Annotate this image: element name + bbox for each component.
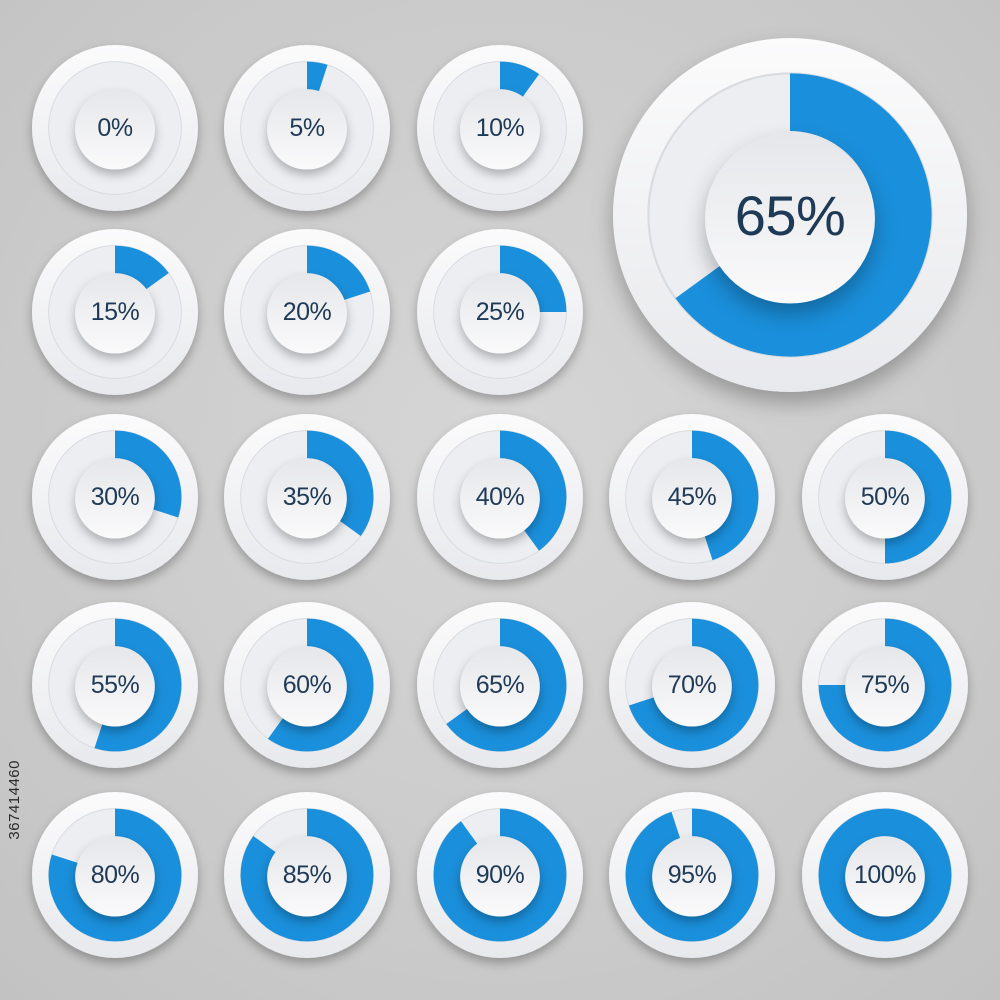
gauge-35-center-hub xyxy=(267,458,347,539)
gauge-80: 80% xyxy=(20,780,210,970)
gauge-60-center-hub xyxy=(267,646,347,727)
gauge-5-progress-arc xyxy=(307,61,328,92)
gauge-10: 10% xyxy=(405,33,595,223)
gauge-15: 15% xyxy=(20,217,210,407)
gauge-95-center-hub xyxy=(652,836,732,917)
gauge-30-center-hub xyxy=(75,458,155,539)
gauge-25-progress-arc xyxy=(500,245,567,312)
gauge-15-graphic xyxy=(32,229,198,395)
gauge-50-progress-arc xyxy=(885,430,952,564)
gauge-20-progress-arc xyxy=(307,245,371,300)
gauge-90-progress-arc xyxy=(433,808,567,942)
gauge-85: 85% xyxy=(212,780,402,970)
gauge-60: 60% xyxy=(212,590,402,780)
gauge-75-graphic xyxy=(802,602,968,768)
gauge-40: 40% xyxy=(405,402,595,592)
gauge-10-center-hub xyxy=(460,89,540,170)
gauge-25: 25% xyxy=(405,217,595,407)
gauge-40-progress-arc xyxy=(500,430,567,551)
gauge-55: 55% xyxy=(20,590,210,780)
gauge-30-graphic xyxy=(32,414,198,580)
gauge-85-progress-arc xyxy=(240,808,374,942)
gauge-20-center-hub xyxy=(267,273,347,354)
gauge-5-graphic xyxy=(224,45,390,211)
gauge-100-graphic xyxy=(802,792,968,958)
gauge-0-graphic xyxy=(32,45,198,211)
gauge-15-center-hub xyxy=(75,273,155,354)
gauge-95-graphic xyxy=(609,792,775,958)
gauge-80-graphic xyxy=(32,792,198,958)
gauge-100-progress-arc xyxy=(818,808,952,942)
gauge-30: 30% xyxy=(20,402,210,592)
gauge-70-graphic xyxy=(609,602,775,768)
gauge-50-graphic xyxy=(802,414,968,580)
gauge-55-center-hub xyxy=(75,646,155,727)
gauge-60-progress-arc xyxy=(267,618,374,752)
gauge-100-center-hub xyxy=(845,836,925,917)
gauge-75-center-hub xyxy=(845,646,925,727)
gauge-70-center-hub xyxy=(652,646,732,727)
gauge-95: 95% xyxy=(597,780,787,970)
gauge-90-graphic xyxy=(417,792,583,958)
gauge-65-graphic xyxy=(417,602,583,768)
gauge-55-graphic xyxy=(32,602,198,768)
gauge-40-graphic xyxy=(417,414,583,580)
gauge-55-progress-arc xyxy=(94,618,182,752)
gauge-75: 75% xyxy=(790,590,980,780)
gauge-5: 5% xyxy=(212,33,402,223)
gauge-45-graphic xyxy=(609,414,775,580)
gauge-25-center-hub xyxy=(460,273,540,354)
large-gauge-65-center-hub xyxy=(705,133,875,304)
gauge-95-progress-arc xyxy=(625,808,759,942)
gauge-80-center-hub xyxy=(75,836,155,917)
gauge-25-graphic xyxy=(417,229,583,395)
gauge-60-graphic xyxy=(224,602,390,768)
gauge-20-graphic xyxy=(224,229,390,395)
gauge-10-progress-arc xyxy=(500,61,540,97)
gauge-85-graphic xyxy=(224,792,390,958)
gauge-50: 50% xyxy=(790,402,980,592)
gauge-80-progress-arc xyxy=(48,808,182,942)
gauge-35-graphic xyxy=(224,414,390,580)
large-gauge-65-graphic xyxy=(613,38,967,392)
gauge-100: 100% xyxy=(790,780,980,970)
gauge-15-progress-arc xyxy=(115,245,169,290)
gauge-65-center-hub xyxy=(460,646,540,727)
gauge-50-center-hub xyxy=(845,458,925,539)
gauge-45-center-hub xyxy=(652,458,732,539)
gauge-45: 45% xyxy=(597,402,787,592)
gauge-30-progress-arc xyxy=(115,430,182,518)
gauge-10-graphic xyxy=(417,45,583,211)
gauge-65: 65% xyxy=(405,590,595,780)
gauge-90: 90% xyxy=(405,780,595,970)
gauge-35-progress-arc xyxy=(307,430,374,537)
gauge-70: 70% xyxy=(597,590,787,780)
gauge-35: 35% xyxy=(212,402,402,592)
gauge-20: 20% xyxy=(212,217,402,407)
gauge-70-progress-arc xyxy=(628,618,759,752)
gauge-0: 0% xyxy=(20,33,210,223)
gauge-40-center-hub xyxy=(460,458,540,539)
gauge-5-center-hub xyxy=(267,89,347,170)
gauge-45-progress-arc xyxy=(692,430,759,561)
gauge-85-center-hub xyxy=(267,836,347,917)
gauge-90-center-hub xyxy=(460,836,540,917)
large-gauge-65: 65% xyxy=(601,26,979,404)
gauge-0-center-hub xyxy=(75,89,155,170)
gauge-75-progress-arc xyxy=(818,618,952,752)
stock-id-text: 367414460 xyxy=(6,760,23,840)
